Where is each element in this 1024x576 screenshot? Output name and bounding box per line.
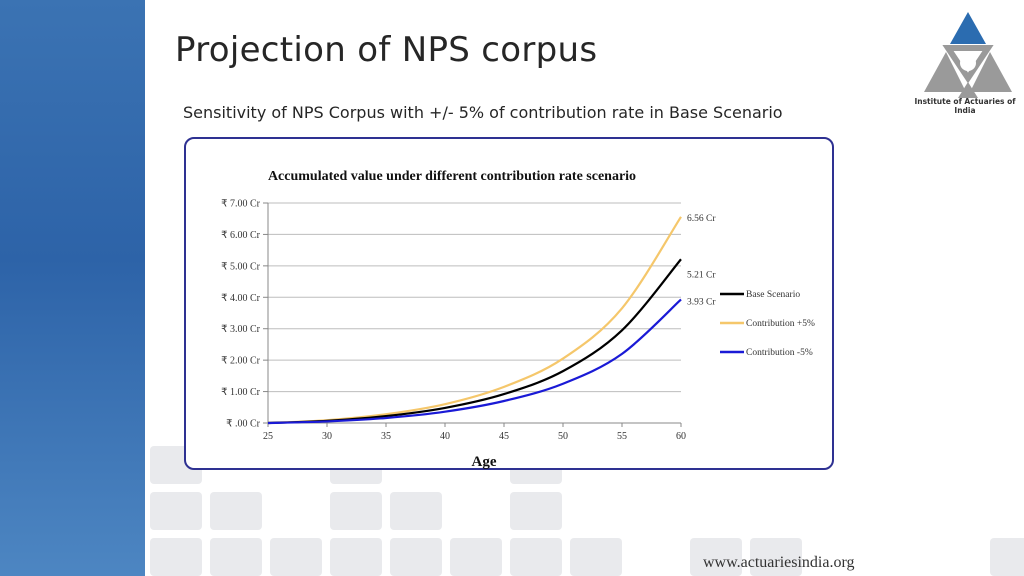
legend-label: Base Scenario — [746, 290, 800, 300]
series-lines — [267, 216, 682, 425]
footer-url-link[interactable]: www.actuariesindia.org — [703, 554, 855, 571]
x-tick-label: 25 — [263, 431, 273, 442]
x-tick-label: 50 — [558, 431, 568, 442]
y-tick-label: ₹ 2.00 Cr — [221, 356, 261, 367]
x-tick-label: 60 — [676, 431, 686, 442]
y-tick-label: ₹ 6.00 Cr — [221, 230, 261, 241]
x-axis: 25 30 35 40 45 50 55 60 — [263, 423, 686, 442]
y-tick-label: ₹ 5.00 Cr — [221, 261, 261, 272]
x-tick-label: 35 — [381, 431, 391, 442]
y-tick-label: ₹ 3.00 Cr — [221, 324, 261, 335]
chart-frame: Accumulated value under different contri… — [184, 137, 834, 470]
left-decorative-band — [0, 0, 145, 576]
y-tick-label: ₹ .00 Cr — [226, 419, 261, 430]
x-tick-label: 40 — [440, 431, 450, 442]
y-tick-label: ₹ 1.00 Cr — [221, 387, 261, 398]
page-subtitle: Sensitivity of NPS Corpus with +/- 5% of… — [183, 103, 783, 122]
iai-logo-icon — [924, 12, 1012, 98]
legend-label: Contribution +5% — [746, 319, 815, 329]
end-value-label: 3.93 Cr — [687, 297, 716, 307]
x-tick-label: 30 — [322, 431, 332, 442]
y-tick-label: ₹ 4.00 Cr — [221, 293, 261, 304]
legend-label: Contribution -5% — [746, 348, 813, 358]
chart-title: Accumulated value under different contri… — [268, 169, 636, 184]
y-axis: ₹ .00 Cr ₹ 1.00 Cr ₹ 2.00 Cr ₹ 3.00 Cr ₹ 4.0… — [221, 199, 269, 430]
end-value-label: 5.21 Cr — [687, 270, 716, 280]
series-line-base — [267, 258, 682, 425]
x-tick-label: 45 — [499, 431, 509, 442]
x-tick-label: 55 — [617, 431, 627, 442]
series-line-plus5 — [267, 216, 682, 425]
page-title: Projection of NPS corpus — [175, 30, 598, 70]
series-line-minus5 — [267, 298, 682, 425]
y-tick-label: ₹ 7.00 Cr — [221, 199, 261, 210]
x-axis-title: Age — [472, 454, 497, 470]
legend: Base Scenario Contribution +5% Contributio… — [720, 290, 815, 358]
logo-caption: Institute of Actuaries of India — [914, 97, 1016, 115]
data-labels: 5.21 Cr 6.56 Cr 3.93 Cr — [687, 214, 716, 308]
chart: Accumulated value under different contri… — [221, 169, 815, 470]
end-value-label: 6.56 Cr — [687, 214, 716, 224]
